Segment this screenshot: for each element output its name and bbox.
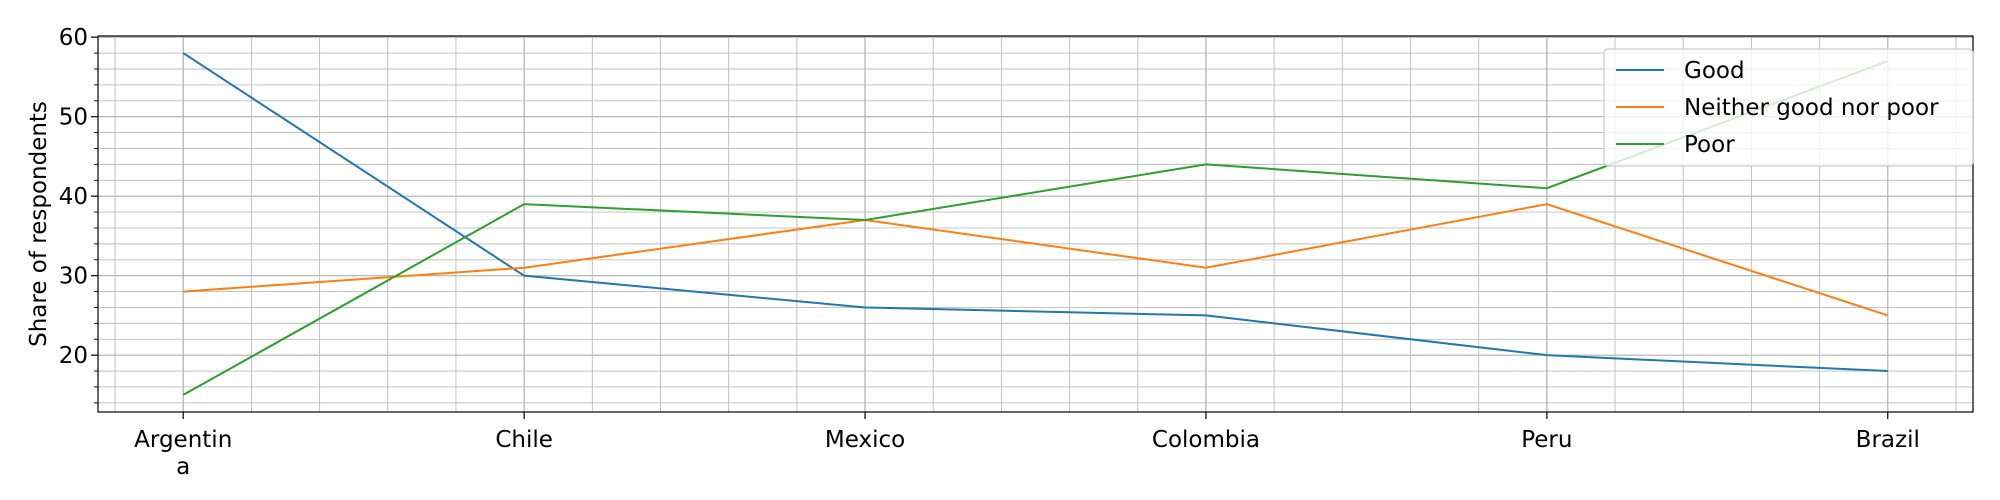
legend-box <box>1603 48 1974 167</box>
series-lines <box>182 52 1889 396</box>
plot-frame <box>97 35 1974 413</box>
axis-ticks: 20 30 40 50 60 Argentin a Chile Mexico Colombia Pe… <box>59 25 1920 480</box>
legend-label: Good <box>1684 58 1745 84</box>
y-tick-label: 50 <box>59 105 88 131</box>
x-tick-label: Peru <box>1521 427 1572 453</box>
legend-label: Neither good nor poor <box>1684 95 1939 121</box>
x-tick-label: Argentin a <box>134 427 232 480</box>
series-line-2 <box>182 60 1889 396</box>
series-line-0 <box>182 52 1888 373</box>
x-tick-label: Chile <box>495 427 553 453</box>
legend-label: Poor <box>1684 132 1735 158</box>
y-tick-label: 20 <box>59 343 88 369</box>
x-tick-label: Colombia <box>1152 427 1260 453</box>
y-axis-label: Share of respondents <box>26 101 52 347</box>
y-tick-label: 30 <box>59 264 88 290</box>
x-tick-label: Mexico <box>825 427 905 453</box>
series-line-1 <box>183 203 1889 317</box>
y-tick-label: 60 <box>59 25 88 51</box>
legend: Good Neither good nor poor Poor <box>1603 48 1974 167</box>
y-tick-label: 40 <box>59 184 88 210</box>
x-tick-label: Brazil <box>1856 427 1920 453</box>
